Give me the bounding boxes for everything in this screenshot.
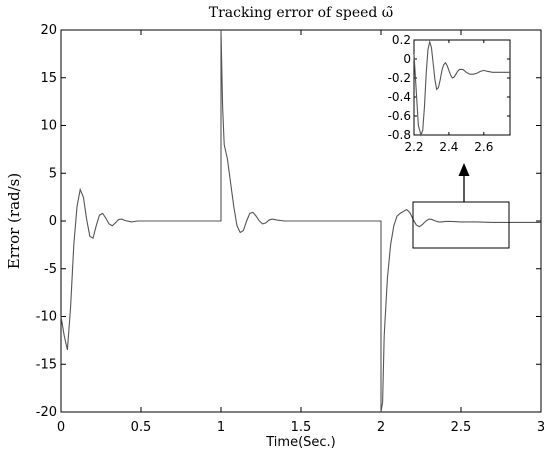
x-tick-label: 1: [217, 420, 225, 435]
inset-y-tick-label: -0.6: [388, 109, 411, 123]
zoom-arrow-head: [458, 163, 470, 176]
y-tick-label: 10: [40, 119, 57, 134]
x-axis-label: Time(Sec.): [265, 435, 336, 450]
x-tick-label: 0.5: [131, 420, 152, 435]
x-tick-label: 0: [57, 420, 65, 435]
y-tick-label: -10: [36, 310, 57, 325]
inset-y-tick-label: -0.4: [388, 90, 411, 104]
x-axis-tick-labels: 0 0.5 1 1.5 2 2.5 3: [57, 420, 545, 435]
y-tick-label: -5: [44, 262, 57, 277]
x-tick-label: 3: [537, 420, 545, 435]
y-tick-label: -20: [36, 405, 57, 420]
chart-title: Tracking error of speed ω̃: [209, 5, 393, 21]
inset-x-tick-label: 2.2: [404, 140, 423, 154]
error-series-line: [60, 29, 541, 413]
inset-y-tick-label: 0.2: [392, 33, 411, 47]
inset-y-tick-label: 0: [403, 52, 411, 66]
y-axis-label: Error (rad/s): [5, 173, 23, 269]
inset-ticks: [413, 39, 510, 136]
inset-y-tick-labels: 0.2 0 -0.2 -0.4 -0.6 -0.8: [388, 33, 411, 142]
y-tick-label: 20: [40, 23, 57, 38]
y-tick-label: 5: [49, 166, 57, 181]
inset-x-tick-label: 2.4: [439, 140, 458, 154]
y-tick-label: 15: [40, 71, 57, 86]
y-axis-tick-labels: -20 -15 -10 -5 0 5 10 15 20: [36, 23, 57, 420]
inset-y-tick-label: -0.2: [388, 71, 411, 85]
inset-y-tick-label: -0.8: [388, 128, 411, 142]
y-tick-label: 0: [49, 214, 57, 229]
inset-x-tick-labels: 2.2 2.4 2.6: [404, 140, 493, 154]
x-tick-label: 2.5: [451, 420, 472, 435]
y-tick-label: -15: [36, 357, 57, 372]
x-tick-label: 1.5: [291, 420, 312, 435]
zoom-region-box: [412, 201, 510, 249]
inset-x-tick-label: 2.6: [474, 140, 493, 154]
inset-plot-frame: [413, 39, 511, 136]
x-tick-label: 2: [377, 420, 385, 435]
inset-series-line: [413, 39, 510, 137]
